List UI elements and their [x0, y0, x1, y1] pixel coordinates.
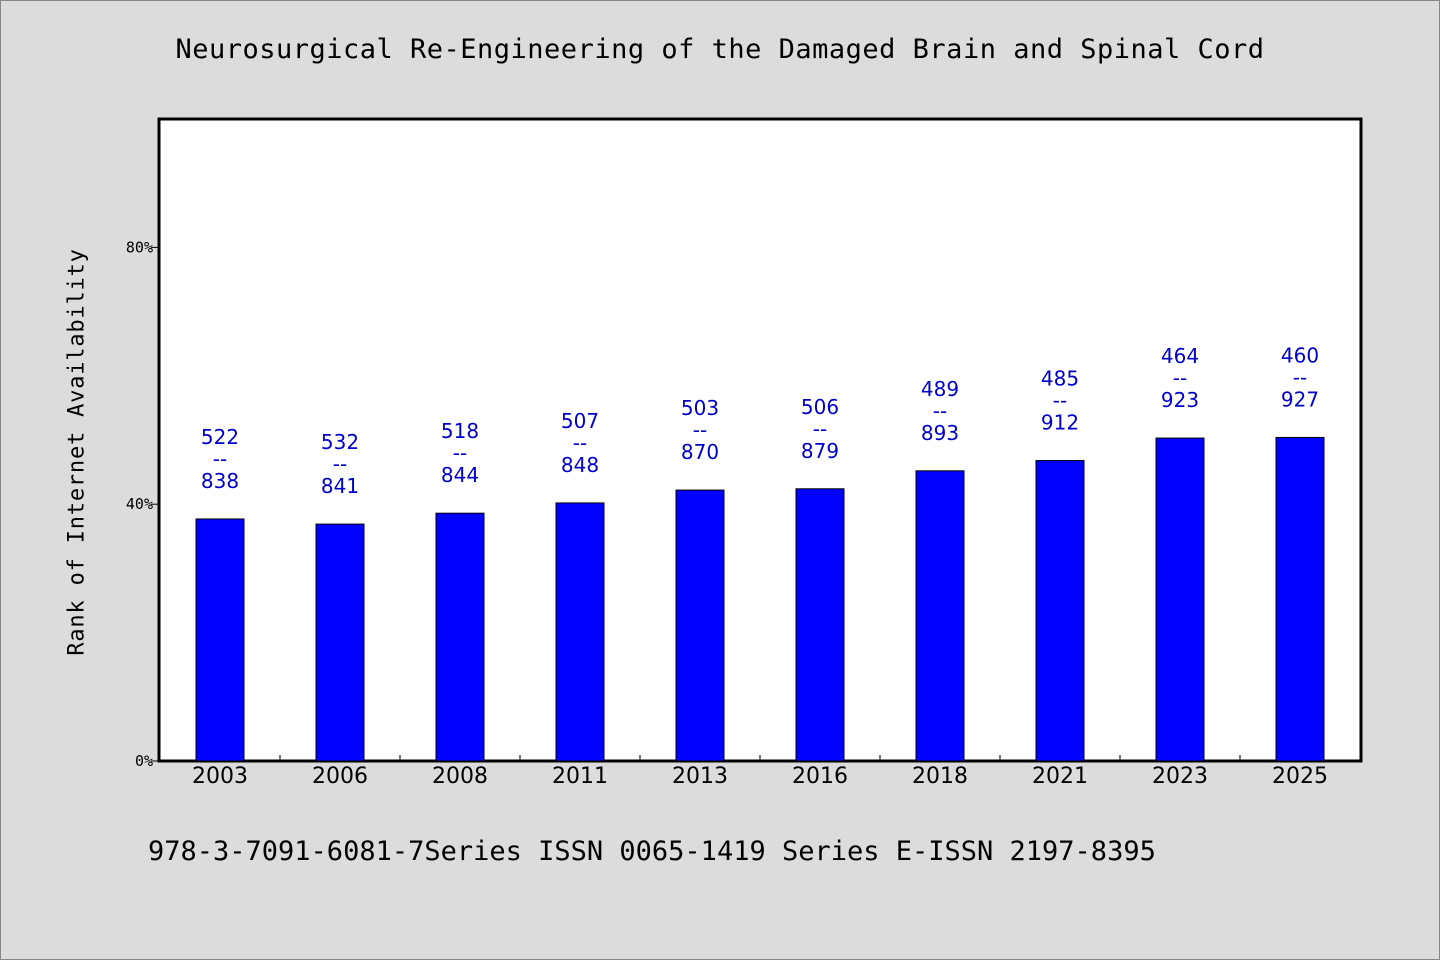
bar-data-label: -- [1053, 389, 1067, 413]
bar-data-label: 879 [801, 439, 839, 463]
bar-data-label: -- [453, 441, 467, 465]
bar-data-label: 927 [1281, 387, 1319, 411]
bars-layer [195, 436, 1325, 762]
x-tick-label: 2006 [312, 764, 368, 789]
bar-2011 [555, 502, 605, 762]
bar-2003 [195, 518, 245, 762]
bar-data-label: -- [573, 431, 587, 455]
bar-data-label: 912 [1041, 411, 1079, 435]
bar-data-label: 841 [321, 474, 359, 498]
bar-data-label: 464 [1161, 344, 1199, 368]
bar-data-label: 844 [441, 463, 479, 487]
x-tick-label: 2025 [1272, 764, 1328, 789]
bar-data-label: 507 [561, 409, 599, 433]
x-tick-label: 2003 [192, 764, 248, 789]
bar-data-label: 870 [681, 440, 719, 464]
bar-2023 [1155, 437, 1205, 762]
x-tick-label: 2016 [792, 764, 848, 789]
labels-layer: 2003522--8382006532--8412008518--8442011… [192, 343, 1328, 789]
bar-2025 [1275, 436, 1325, 762]
bar-2006 [315, 523, 365, 762]
bar-2013 [675, 489, 725, 762]
bar-2018 [915, 470, 965, 762]
bar-data-label: 460 [1281, 343, 1319, 367]
bar-data-label: -- [1173, 366, 1187, 390]
bar-data-label: 848 [561, 453, 599, 477]
bar-data-label: 489 [921, 377, 959, 401]
bar-data-label: -- [1293, 365, 1307, 389]
bar-data-label: 522 [201, 425, 239, 449]
bar-data-label: 532 [321, 430, 359, 454]
x-tick-label: 2018 [912, 764, 968, 789]
bar-data-label: 485 [1041, 367, 1079, 391]
bar-data-label: 838 [201, 469, 239, 493]
y-tick-label: 80% [126, 238, 153, 256]
bar-2021 [1035, 460, 1085, 762]
y-tick-label: 40% [126, 495, 153, 513]
x-tick-label: 2011 [552, 764, 608, 789]
ticks-layer: 0% 40% 80% [126, 238, 1241, 770]
bar-data-label: 503 [681, 396, 719, 420]
chart-title: Neurosurgical Re-Engineering of the Dama… [175, 34, 1265, 65]
x-tick-label: 2023 [1152, 764, 1208, 789]
bar-data-label: -- [213, 447, 227, 471]
bar-data-label: -- [333, 452, 347, 476]
x-tick-label: 2021 [1032, 764, 1088, 789]
x-tick-label: 2008 [432, 764, 488, 789]
footer-isbn-issn: 978-3-7091-6081-7Series ISSN 0065-1419 S… [148, 836, 1156, 867]
bar-data-label: -- [693, 418, 707, 442]
bar-data-label: -- [933, 399, 947, 423]
bar-data-label: 893 [921, 421, 959, 445]
bar-data-label: 506 [801, 395, 839, 419]
x-tick-label: 2013 [672, 764, 728, 789]
bar-data-label: 923 [1161, 388, 1199, 412]
bar-2008 [435, 512, 485, 762]
bar-data-label: -- [813, 417, 827, 441]
bar-2016 [795, 488, 845, 762]
y-tick-label: 0% [135, 752, 153, 770]
bar-data-label: 518 [441, 419, 479, 443]
